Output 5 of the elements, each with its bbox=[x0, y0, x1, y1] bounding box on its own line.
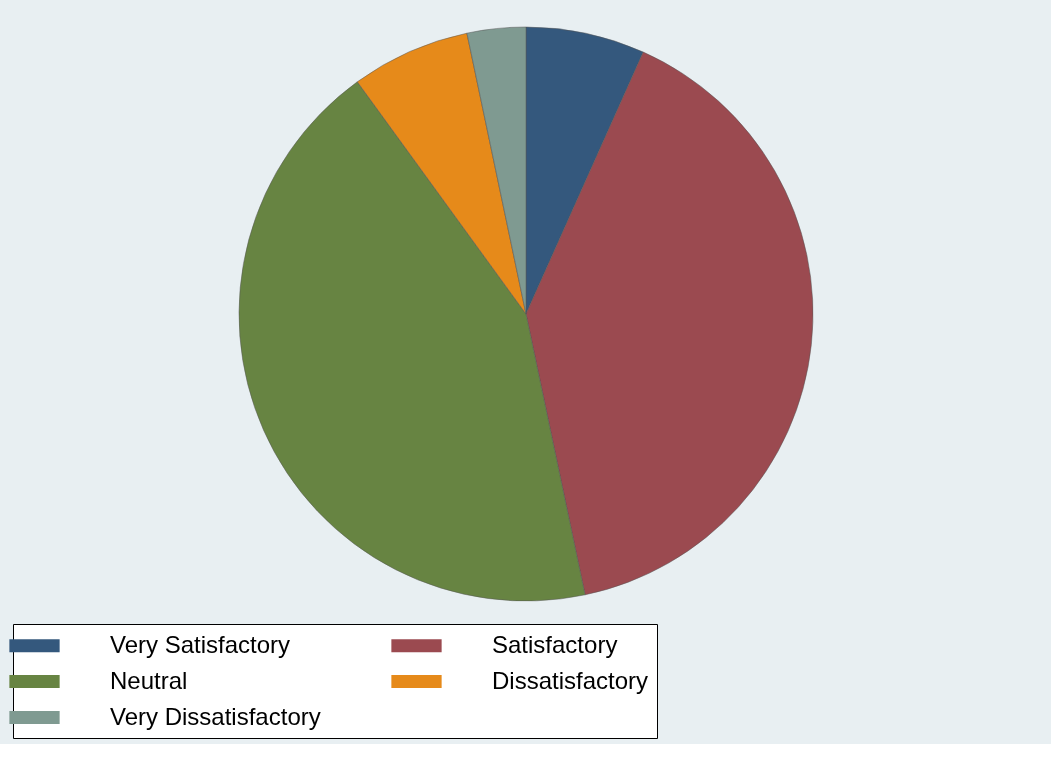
legend-label: Very Satisfactory bbox=[110, 630, 291, 658]
legend-label: Very Dissatisfactory bbox=[110, 702, 321, 730]
legend-label: Neutral bbox=[110, 666, 188, 694]
legend-label: Dissatisfactory bbox=[492, 666, 649, 694]
legend-label: Satisfactory bbox=[492, 630, 618, 658]
